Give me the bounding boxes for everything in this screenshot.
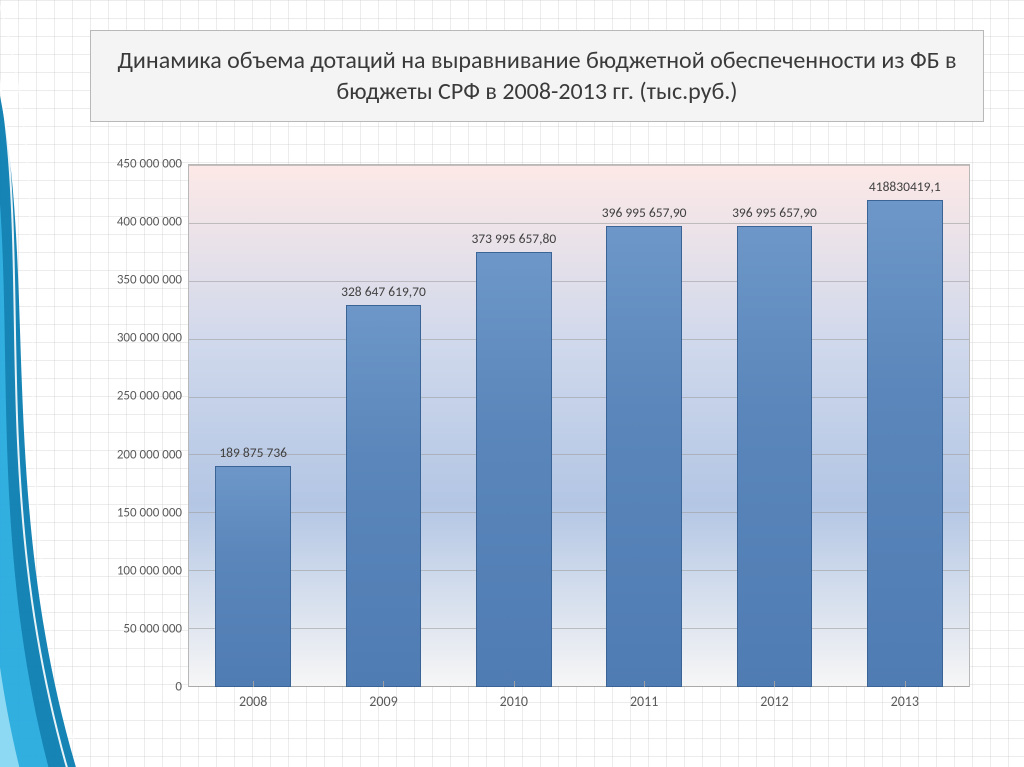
y-tick-label: 300 000 000: [90, 331, 182, 346]
x-tick-label: 2011: [579, 687, 709, 727]
bar-slot: 418830419,1: [840, 164, 970, 687]
bar-slot: 396 995 657,90: [579, 164, 709, 687]
y-tick-label: 400 000 000: [90, 215, 182, 230]
bar-value-label: 396 995 657,90: [732, 204, 817, 221]
y-tick-label: 250 000 000: [90, 389, 182, 404]
bar-slot: 189 875 736: [188, 164, 318, 687]
bar-value-label: 373 995 657,80: [471, 230, 556, 247]
x-tick-label: 2013: [840, 687, 970, 727]
bar: 396 995 657,90: [606, 226, 682, 687]
bar-slot: 328 647 619,70: [318, 164, 448, 687]
bar-value-label: 189 875 736: [219, 444, 287, 461]
y-tick-label: 50 000 000: [90, 621, 182, 636]
y-tick-label: 200 000 000: [90, 447, 182, 462]
bar: 189 875 736: [215, 466, 291, 687]
y-tick-label: 350 000 000: [90, 273, 182, 288]
x-tick-label: 2009: [318, 687, 448, 727]
x-axis: 200820092010201120122013: [188, 687, 970, 727]
x-tick-label: 2008: [188, 687, 318, 727]
bar-slot: 373 995 657,80: [449, 164, 579, 687]
y-tick-label: 100 000 000: [90, 563, 182, 578]
x-tick-label: 2010: [449, 687, 579, 727]
bar: 396 995 657,90: [737, 226, 813, 687]
y-tick-label: 450 000 000: [90, 157, 182, 172]
bar-value-label: 328 647 619,70: [341, 283, 426, 300]
bar-chart: 0 50 000 000 100 000 000 150 000 000 200 000…: [90, 150, 984, 727]
bars-container: 189 875 736 328 647 619,70 373 995 657,80 3…: [188, 164, 970, 687]
y-tick-label: 0: [90, 680, 182, 695]
bar: 373 995 657,80: [476, 252, 552, 687]
chart-title: Динамика объема дотаций на выравнивание …: [115, 45, 959, 107]
bar: 328 647 619,70: [346, 305, 422, 687]
bar-slot: 396 995 657,90: [709, 164, 839, 687]
bar-value-label: 396 995 657,90: [602, 204, 687, 221]
x-tick-label: 2012: [709, 687, 839, 727]
title-box: Динамика объема дотаций на выравнивание …: [90, 30, 984, 122]
bar: 418830419,1: [867, 200, 943, 687]
bar-value-label: 418830419,1: [869, 178, 941, 195]
y-tick-label: 150 000 000: [90, 505, 182, 520]
